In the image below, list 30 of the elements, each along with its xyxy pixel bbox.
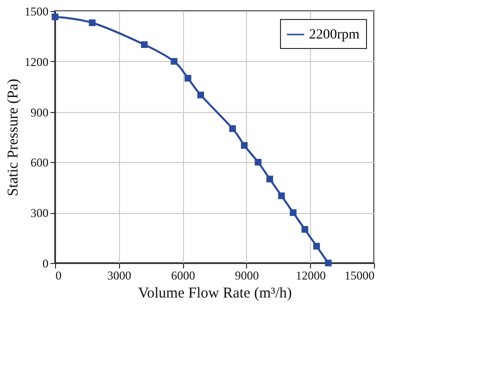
y-tick-label: 600	[30, 156, 48, 170]
point	[313, 242, 320, 250]
x-tick-label: 3000	[107, 268, 132, 282]
y-tick-label: 900	[30, 105, 48, 120]
point	[266, 176, 274, 182]
legend-label: 2200rpm	[309, 28, 360, 42]
y-tick-label: 300	[30, 206, 48, 220]
x-tick-label: 9000	[234, 268, 259, 282]
point	[324, 260, 332, 266]
point	[170, 58, 178, 65]
point	[229, 125, 236, 132]
point	[254, 158, 262, 166]
point	[184, 74, 192, 82]
point	[240, 142, 248, 149]
point	[278, 192, 285, 200]
point	[197, 92, 204, 98]
point	[290, 209, 297, 216]
y-tick-label: 0	[42, 256, 48, 270]
y-axis-title: Static Pressure (Pa)	[6, 78, 22, 196]
y-tick-label: 1200	[24, 54, 48, 69]
x-tick-label: 15000	[344, 268, 374, 282]
point	[302, 226, 308, 233]
x-axis-title: Volume Flow Rate (m³/h)	[138, 286, 292, 302]
x-tick-label: 6000	[171, 268, 196, 282]
point	[140, 41, 148, 48]
point	[88, 19, 96, 26]
point	[52, 14, 58, 20]
y-tick-label: 1500	[24, 4, 48, 18]
x-tick-label: 12000	[296, 268, 326, 282]
x-tick-label: 0	[56, 268, 62, 282]
